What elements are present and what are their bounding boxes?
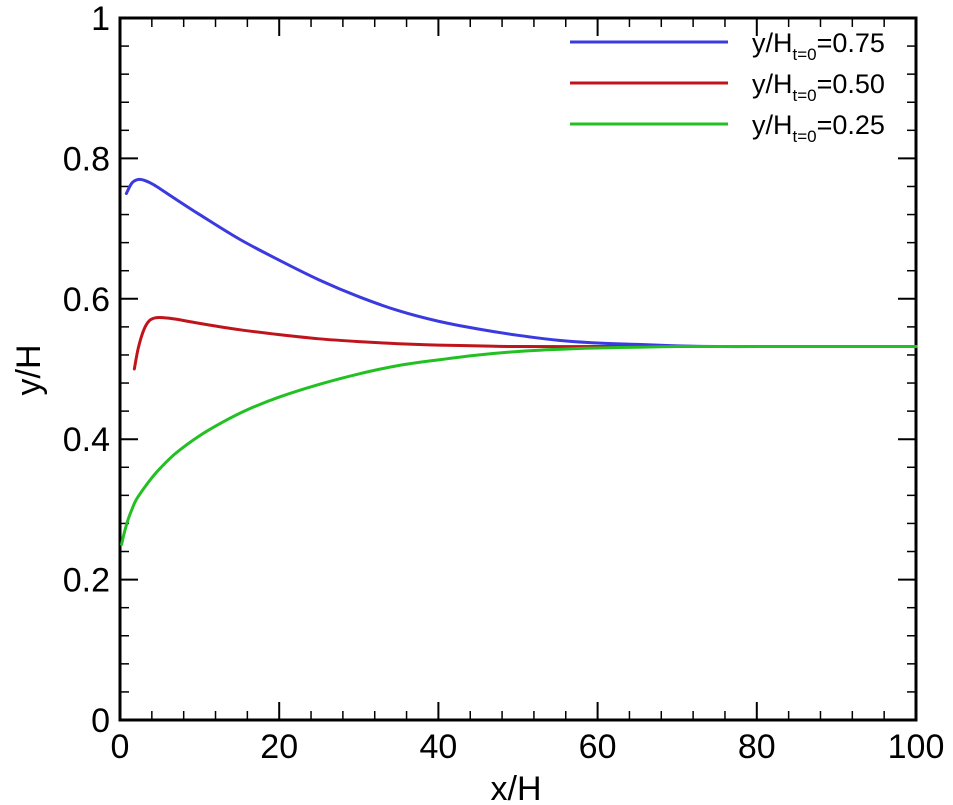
legend: y/Ht=0=0.75 y/Ht=0=0.50 y/Ht=0=0.25: [570, 28, 885, 146]
x-tick-label: 40: [419, 728, 457, 766]
y-axis-title: y/H: [10, 345, 48, 396]
y-tick-label: 0.4: [63, 421, 110, 459]
y-tick-label: 0.2: [63, 562, 110, 600]
series-line-2: [132, 315, 918, 371]
series-line-1: [124, 177, 918, 349]
series-line-3: [120, 344, 918, 546]
x-tick-label: 60: [579, 728, 617, 766]
legend-entry-3: y/Ht=0=0.25: [752, 110, 885, 146]
plot-frame: [118, 16, 918, 722]
axes: 0 20 40 60 80 100 0 0.2 0.4 0.6 0.8 1: [63, 0, 945, 766]
y-tick-label: 1: [91, 0, 110, 38]
x-tick-label: 100: [888, 728, 945, 766]
x-tick-label: 80: [738, 728, 776, 766]
x-axis-title: x/H: [491, 770, 542, 805]
x-tick-label: 0: [111, 728, 130, 766]
legend-entry-1: y/Ht=0=0.75: [752, 28, 885, 64]
x-tick-label: 20: [260, 728, 298, 766]
series-lines: [120, 177, 918, 546]
y-tick-label: 0.6: [63, 281, 110, 319]
y-tick-label: 0: [91, 702, 110, 740]
y-tick-label: 0.8: [63, 140, 110, 178]
legend-entry-2: y/Ht=0=0.50: [752, 69, 885, 105]
